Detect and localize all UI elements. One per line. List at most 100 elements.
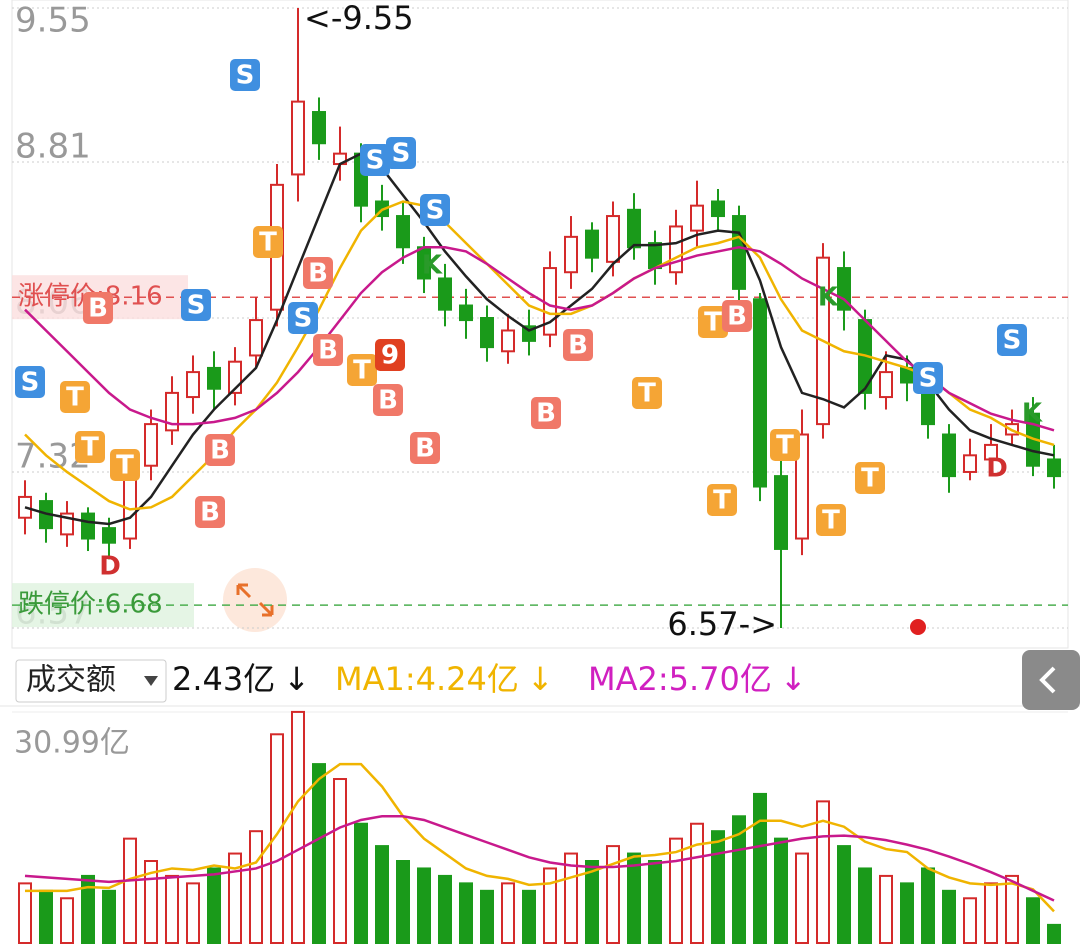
candle-body — [165, 391, 179, 432]
signal-label: B — [727, 302, 747, 332]
signal-badge — [816, 504, 846, 536]
signal-label: B — [568, 331, 588, 361]
volume-bar — [795, 852, 809, 945]
arrow: ↓ — [283, 660, 310, 698]
signal-badge — [563, 329, 593, 361]
volume-bar — [249, 830, 263, 945]
expand-button[interactable] — [223, 568, 287, 632]
signal-label: T — [861, 464, 879, 494]
indicator-label: 成交额 — [26, 663, 116, 698]
signal-badge — [60, 381, 90, 413]
expand-icon — [236, 583, 274, 617]
volume-bar — [123, 837, 137, 944]
ma2-value: MA2:5.70亿 ↓ — [588, 660, 807, 698]
min-annotation: 6.57-> — [667, 605, 777, 643]
candle-body — [774, 475, 788, 550]
candle-body — [459, 304, 473, 322]
volume-bar — [333, 778, 347, 944]
signal-badge — [303, 257, 333, 289]
volume-value: 2.43亿 ↓ — [172, 660, 310, 698]
signal-badge — [288, 302, 318, 334]
limit-down-label: 跌停价:6.68 — [18, 590, 163, 620]
signal-badge — [375, 339, 405, 371]
signal-badge — [110, 449, 140, 481]
signal-label: B — [88, 294, 108, 324]
collapse-button[interactable] — [1022, 650, 1080, 710]
volume-bar — [312, 763, 326, 944]
volume-bar — [522, 889, 536, 945]
candle-body — [921, 387, 935, 426]
candle-body — [753, 298, 767, 488]
candle-body — [81, 512, 95, 540]
volume-bar — [690, 822, 704, 944]
candle-body — [711, 200, 725, 218]
volume-bar — [774, 837, 788, 944]
candle-body — [984, 443, 998, 461]
volume-bar — [837, 845, 851, 945]
signal-badge — [707, 484, 737, 516]
signal-badge — [770, 429, 800, 461]
dropdown-caret — [144, 676, 158, 686]
signal-badge — [420, 194, 450, 226]
ma1-value: MA1:4.24亿 ↓ — [335, 660, 554, 698]
volume-bar — [186, 882, 200, 944]
arrow: ↓ — [780, 660, 807, 698]
candle-body — [291, 100, 305, 176]
candle-body — [564, 235, 578, 274]
candle-body — [1047, 458, 1061, 478]
candle-body — [963, 454, 977, 473]
ma-line — [24, 152, 1055, 526]
volume-bar — [438, 874, 452, 944]
signal-badge — [230, 59, 260, 91]
volume-bar — [81, 874, 95, 944]
volume-bar — [984, 882, 998, 944]
candle-body — [144, 423, 158, 467]
signal-label: T — [66, 383, 84, 413]
candle-body — [480, 317, 494, 349]
signal-badge — [698, 306, 728, 338]
volume-bar — [963, 897, 977, 944]
signal-label: S — [1003, 326, 1022, 356]
volume-bar — [417, 867, 431, 945]
signal-badge — [75, 431, 105, 463]
volume-ma-line — [24, 815, 1055, 902]
candle-body — [438, 277, 452, 311]
volume-bar — [228, 852, 242, 945]
signal-label: B — [378, 386, 398, 416]
candle-body — [942, 433, 956, 478]
ma2-text: MA2:5.70亿 — [588, 660, 772, 698]
ma1-text: MA1:4.24亿 — [335, 660, 519, 698]
signal-label: T — [116, 451, 134, 481]
ma-line — [24, 245, 1055, 432]
signal-label: S — [426, 196, 445, 226]
signal-label: T — [704, 308, 722, 338]
max-annotation: <-9.55 — [304, 0, 414, 37]
indicator-select[interactable] — [15, 659, 167, 703]
chevron-icon — [1039, 666, 1056, 694]
signal-label: T — [776, 431, 794, 461]
signal-label: S — [392, 139, 411, 169]
volume-bar — [396, 860, 410, 944]
signal-badge — [181, 289, 211, 321]
signal-label: D — [99, 552, 121, 582]
arrow: ↓ — [527, 660, 554, 698]
volume-bar — [732, 815, 746, 944]
signal-badge — [360, 144, 390, 176]
signal-label: S — [187, 291, 206, 321]
y-tick-label: 30.99亿 — [14, 726, 130, 761]
candle-body — [732, 215, 746, 290]
signal-label: K — [818, 283, 839, 313]
volume-bar — [102, 889, 116, 945]
candle-body — [669, 225, 683, 274]
signal-badge — [15, 366, 45, 398]
price-panel — [11, 0, 1069, 649]
volume-bar — [144, 860, 158, 944]
signal-label: B — [536, 399, 556, 429]
candle-body — [102, 527, 116, 544]
candle-body — [396, 215, 410, 249]
candle-body — [795, 433, 809, 540]
signal-label: S — [236, 61, 255, 91]
volume-bar — [648, 860, 662, 944]
signal-label: T — [353, 356, 371, 386]
volume-bar — [942, 889, 956, 945]
